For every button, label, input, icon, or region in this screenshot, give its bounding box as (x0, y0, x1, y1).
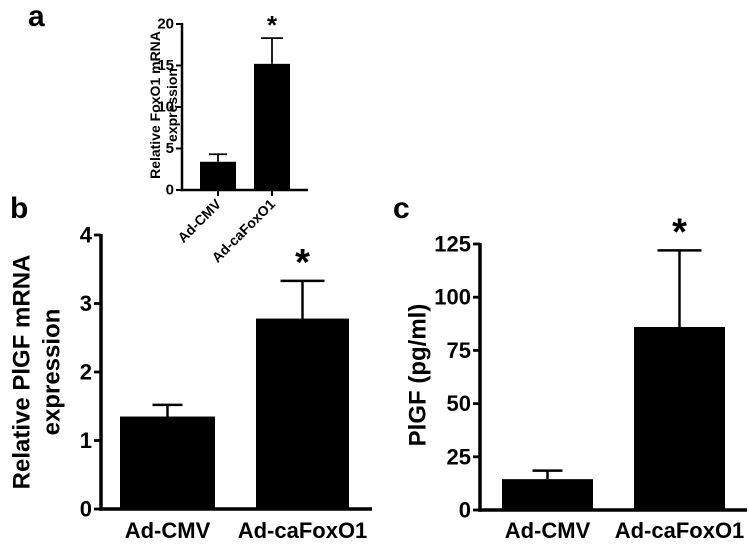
bar-ad-cafoxo1 (634, 326, 725, 510)
y-tick-label: 5 (166, 140, 174, 157)
y-tick-label: 2 (80, 360, 92, 385)
significance-star: * (267, 10, 278, 40)
y-tick-label: 50 (447, 391, 471, 416)
y-axis-label: Relative PlGF mRNA (9, 255, 36, 490)
panel-letter: c (393, 192, 410, 225)
panel-c-chart: c Ad-CMV * Ad-caFoxO1 0 25 50 75 100 125 PlGF (pg/… (393, 192, 747, 543)
y-tick-label: 4 (80, 223, 93, 248)
y-tick-label: 75 (447, 338, 471, 363)
y-tick-label: 0 (80, 497, 92, 522)
y-tick-label: 100 (434, 285, 471, 310)
y-tick-label: 20 (157, 16, 174, 33)
y-tick-label: 1 (80, 428, 92, 453)
bar-ad-cafoxo1 (256, 318, 349, 509)
significance-star: * (295, 242, 310, 284)
bar-ad-cmv (200, 161, 236, 190)
y-tick-label: 3 (80, 291, 92, 316)
y-axis-label: Relative FoxO1 mRNA (147, 31, 163, 179)
y-axis-label: PlGF (pg/ml) (405, 304, 432, 447)
bar-ad-cmv (502, 479, 593, 510)
x-category-label: Ad-caFoxO1 (238, 518, 368, 542)
significance-star: * (672, 211, 687, 253)
y-tick-label: 0 (459, 498, 471, 523)
y-tick-label: 0 (166, 182, 174, 199)
y-tick-label: 10 (157, 99, 174, 116)
bar-ad-cafoxo1 (254, 63, 290, 191)
y-axis-label: expression (39, 309, 66, 436)
panel-b-chart: b Ad-CMV * Ad-caFoxO1 0 1 2 3 4 Relative PlGF mRN… (9, 192, 372, 543)
bar-ad-cmv (120, 416, 215, 509)
y-tick-label: 25 (447, 444, 471, 469)
panel-letter: b (10, 192, 28, 225)
panel-letter: a (28, 0, 45, 33)
y-tick-label: 125 (434, 232, 471, 257)
x-category-label: Ad-CMV (125, 518, 211, 542)
x-category-label: Ad-CMV (174, 195, 224, 245)
y-axis-label: expression (164, 68, 180, 142)
y-tick-label: 15 (157, 57, 174, 74)
x-category-label: Ad-CMV (505, 518, 591, 542)
x-category-label: Ad-caFoxO1 (615, 518, 745, 542)
